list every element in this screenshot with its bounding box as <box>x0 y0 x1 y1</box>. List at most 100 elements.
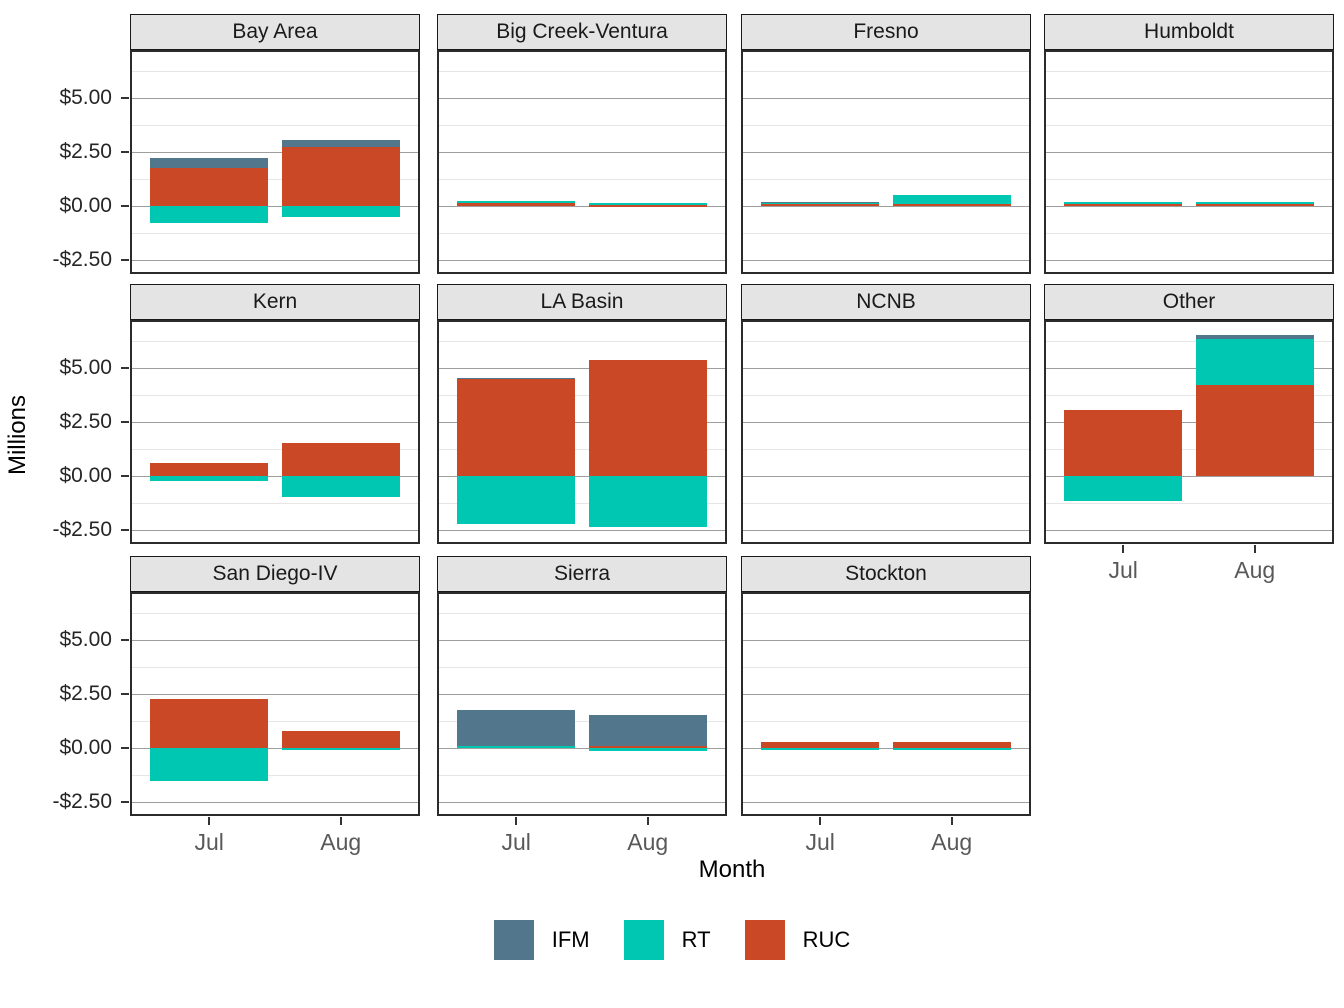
facet-strip: Kern <box>130 284 420 320</box>
major-gridline <box>132 97 418 99</box>
bar-segment-rt <box>281 206 400 217</box>
bar-segment-rt <box>457 476 576 524</box>
major-gridline <box>743 421 1029 423</box>
facet-title: Kern <box>252 290 298 313</box>
y-tick-mark <box>121 475 129 478</box>
x-tick-mark <box>208 817 211 825</box>
y-tick-mark <box>121 151 129 154</box>
bar-segment-rt <box>588 476 707 527</box>
bar-segment-ifm <box>588 715 707 746</box>
bar-segment-rt <box>150 748 269 781</box>
y-tick-label: $5.00 <box>59 628 112 652</box>
legend-label: RUC <box>802 927 851 952</box>
major-gridline <box>743 97 1029 99</box>
minor-gridline <box>1046 502 1332 504</box>
facet-strip: Fresno <box>741 14 1031 50</box>
facet-strip: LA Basin <box>437 284 727 320</box>
minor-gridline <box>439 232 725 234</box>
x-tick-label: Aug <box>627 829 669 855</box>
bar-segment-rt <box>281 476 400 497</box>
major-gridline <box>439 259 725 261</box>
x-axis-title: Month <box>698 856 766 883</box>
major-gridline <box>1046 421 1332 423</box>
major-gridline <box>132 421 418 423</box>
major-gridline <box>439 475 725 477</box>
bar-segment-ruc <box>281 442 400 477</box>
bar-segment-ruc <box>281 731 400 749</box>
minor-gridline <box>743 124 1029 126</box>
major-gridline <box>439 205 725 207</box>
y-tick-mark <box>121 693 129 696</box>
legend-swatch-ifm <box>493 920 534 960</box>
major-gridline <box>743 151 1029 153</box>
legend-item-rt: RT <box>623 920 711 960</box>
minor-gridline <box>1046 340 1332 342</box>
facet-panel <box>130 320 420 544</box>
bar-segment-rt <box>761 748 880 750</box>
major-gridline <box>1046 529 1332 531</box>
y-tick-label: -$2.50 <box>52 790 112 814</box>
minor-gridline <box>743 448 1029 450</box>
major-gridline <box>439 367 725 369</box>
x-tick-mark <box>646 817 649 825</box>
major-gridline <box>439 529 725 531</box>
bar-segment-rt <box>588 748 707 752</box>
legend-swatch-rt <box>623 920 664 960</box>
minor-gridline <box>132 340 418 342</box>
major-gridline <box>743 205 1029 207</box>
major-gridline <box>1046 367 1332 369</box>
x-tick-label: Aug <box>931 829 973 855</box>
bar-segment-rt <box>588 202 707 206</box>
facet-panel <box>130 592 420 816</box>
x-tick-mark <box>819 817 822 825</box>
x-tick-mark <box>950 817 953 825</box>
facet-panel <box>1044 50 1334 274</box>
major-gridline <box>132 639 418 641</box>
facet-panel <box>741 320 1031 544</box>
major-gridline <box>743 693 1029 695</box>
major-gridline <box>743 747 1029 749</box>
x-tick-mark <box>1122 545 1125 553</box>
y-tick-label: $2.50 <box>59 682 112 706</box>
x-tick-mark <box>339 817 342 825</box>
facet-strip: Sierra <box>437 556 727 592</box>
minor-gridline <box>439 448 725 450</box>
bar-segment-ruc <box>281 146 400 207</box>
minor-gridline <box>132 70 418 72</box>
major-gridline <box>439 801 725 803</box>
minor-gridline <box>132 612 418 614</box>
bar-segment-rt <box>457 201 576 203</box>
major-gridline <box>439 97 725 99</box>
x-tick-label: Jul <box>805 829 835 855</box>
y-tick-label: $0.00 <box>59 194 112 218</box>
bar-segment-ruc <box>761 204 880 207</box>
major-gridline <box>132 801 418 803</box>
minor-gridline <box>132 666 418 668</box>
minor-gridline <box>132 232 418 234</box>
minor-gridline <box>439 720 725 722</box>
y-tick-mark <box>121 205 129 208</box>
major-gridline <box>1046 205 1332 207</box>
major-gridline <box>1046 151 1332 153</box>
bar-segment-ruc <box>1195 203 1314 207</box>
bar-segment-ruc <box>1064 410 1183 477</box>
minor-gridline <box>439 340 725 342</box>
minor-gridline <box>1046 394 1332 396</box>
y-tick-label: $0.00 <box>59 736 112 760</box>
facet-title: San Diego-IV <box>212 562 338 585</box>
major-gridline <box>132 529 418 531</box>
y-tick-label: $5.00 <box>59 356 112 380</box>
minor-gridline <box>743 178 1029 180</box>
minor-gridline <box>743 612 1029 614</box>
facet-strip: San Diego-IV <box>130 556 420 592</box>
facet-title: Other <box>1162 290 1216 313</box>
x-tick-label: Jul <box>501 829 531 855</box>
x-tick-label: Aug <box>320 829 362 855</box>
major-gridline <box>743 475 1029 477</box>
facet-strip: Big Creek-Ventura <box>437 14 727 50</box>
minor-gridline <box>743 394 1029 396</box>
facet-title: LA Basin <box>540 290 624 313</box>
bar-segment-ifm <box>457 377 576 380</box>
minor-gridline <box>743 666 1029 668</box>
bar-segment-ruc <box>150 698 269 749</box>
